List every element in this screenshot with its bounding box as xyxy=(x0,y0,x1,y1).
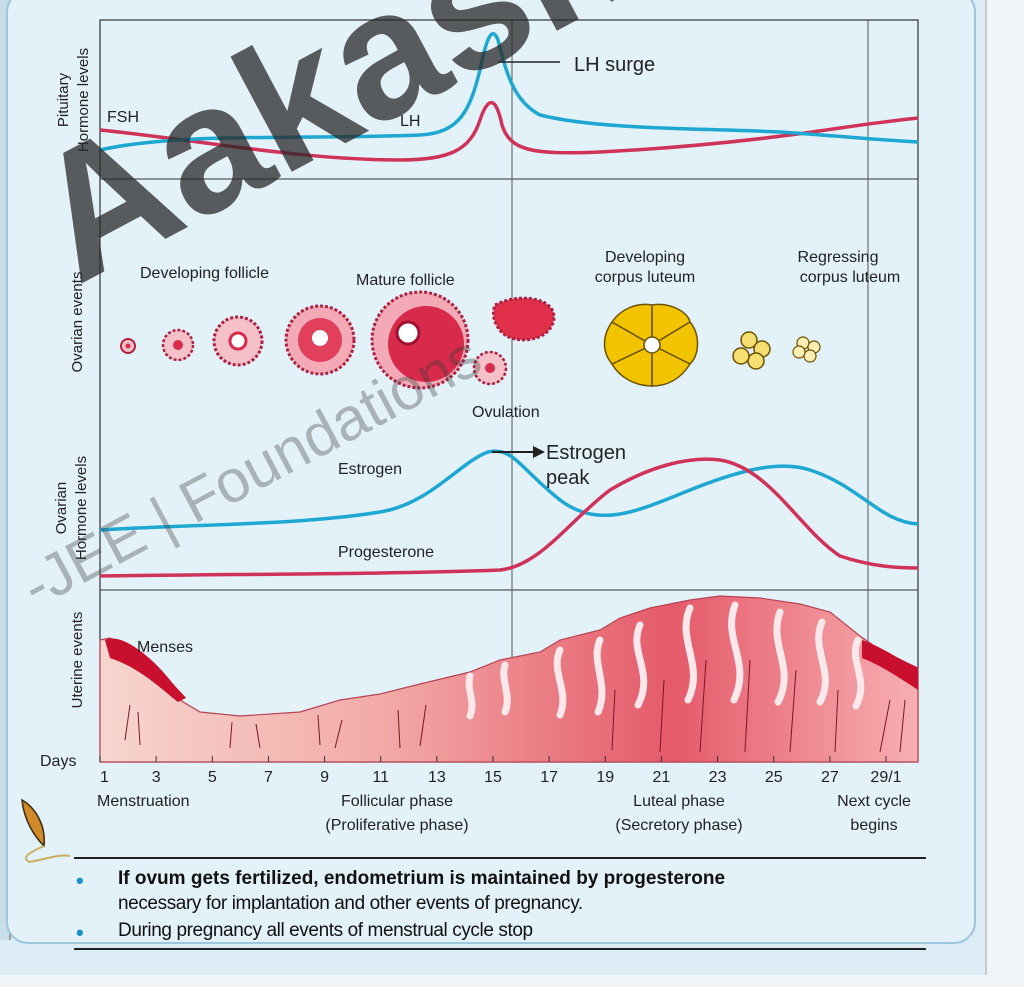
day-tick-marks xyxy=(99,756,887,762)
notes-rule-bottom xyxy=(74,948,926,950)
note-1-line-2: necessary for implantation and other eve… xyxy=(118,893,583,914)
follicle-stage-3 xyxy=(212,315,264,367)
progesterone-label: Progesterone xyxy=(338,544,434,561)
progesterone-curve xyxy=(99,457,919,578)
note-1-line-1: If ovum gets fertilized, endometrium is … xyxy=(118,868,726,889)
feather-pen-icon xyxy=(21,798,71,864)
day-label-1: 1 xyxy=(100,769,109,786)
axis-ovarian-events: Ovarian events xyxy=(69,272,86,373)
next-menses-blood xyxy=(862,640,918,690)
blood-vessels xyxy=(124,659,906,753)
endometrial-glands xyxy=(465,601,865,720)
day-label-5: 5 xyxy=(208,769,217,786)
ruptured-follicle xyxy=(491,296,556,342)
axis-ovarian-hormones-line1: Ovarian xyxy=(53,482,70,535)
bullet-1: • xyxy=(76,868,84,893)
menses-blood xyxy=(105,638,186,702)
corpus-luteum-reg-label-2: corpus luteum xyxy=(800,269,901,286)
follicle-stage-4 xyxy=(284,304,356,376)
day-label-17: 17 xyxy=(540,769,558,786)
axis-uterine-events: Uterine events xyxy=(69,612,86,709)
lh-label: LH xyxy=(400,113,420,130)
phase-next-2: begins xyxy=(850,817,897,834)
note-2: During pregnancy all events of menstrual… xyxy=(118,920,533,941)
follicle-mature xyxy=(370,290,470,390)
follicle-stage-1 xyxy=(120,338,136,354)
axis-pituitary-line1: Pituitary xyxy=(55,72,72,127)
estrogen-peak-label-2: peak xyxy=(546,467,590,489)
day-tick-labels: 1 3 5 7 9 11 13 15 17 19 21 23 25 27 29/1 xyxy=(100,769,902,786)
day-label-13: 13 xyxy=(428,769,446,786)
estrogen-peak-arrowhead xyxy=(533,446,545,458)
corpus-luteum-developing xyxy=(603,303,699,387)
phase-menstruation: Menstruation xyxy=(97,793,190,810)
phase-follicular-2: (Proliferative phase) xyxy=(325,817,468,834)
axis-ovarian-hormones-line2: Hormone levels xyxy=(73,456,90,560)
fsh-curve xyxy=(99,100,919,162)
axis-pituitary-line2: Hormone levels xyxy=(75,48,92,152)
follicle-stage-2 xyxy=(161,328,195,362)
day-label-7: 7 xyxy=(264,769,273,786)
menses-label: Menses xyxy=(137,639,193,656)
corpus-luteum-small xyxy=(732,331,771,370)
estrogen-curve xyxy=(99,449,919,532)
corpus-luteum-dev-label-1: Developing xyxy=(605,249,685,266)
phase-follicular-1: Follicular phase xyxy=(341,793,453,810)
corpus-luteum-reg-label-1: Regressing xyxy=(798,249,879,266)
phase-luteal-1: Luteal phase xyxy=(633,793,725,810)
released-ovum xyxy=(472,350,508,386)
day-label-11: 11 xyxy=(372,769,389,786)
phase-luteal-2: (Secretory phase) xyxy=(615,817,742,834)
mature-follicle-label: Mature follicle xyxy=(356,272,455,289)
phase-next-1: Next cycle xyxy=(837,793,911,810)
day-label-19: 19 xyxy=(596,769,614,786)
day-label-21: 21 xyxy=(653,769,671,786)
lh-curve xyxy=(99,32,919,152)
day-label-29-1: 29/1 xyxy=(870,769,901,786)
day-label-15: 15 xyxy=(484,769,502,786)
estrogen-label: Estrogen xyxy=(338,461,402,478)
estrogen-peak-label-1: Estrogen xyxy=(546,442,626,464)
day-label-25: 25 xyxy=(765,769,783,786)
corpus-luteum-dev-label-2: corpus luteum xyxy=(595,269,696,286)
lh-surge-label: LH surge xyxy=(574,54,655,76)
day-label-23: 23 xyxy=(709,769,727,786)
corpus-luteum-regressing xyxy=(792,336,821,363)
day-label-27: 27 xyxy=(821,769,839,786)
day-label-3: 3 xyxy=(152,769,161,786)
bullet-2: • xyxy=(76,920,84,945)
developing-follicle-label: Developing follicle xyxy=(140,265,269,282)
fsh-label: FSH xyxy=(107,109,139,126)
day-label-9: 9 xyxy=(320,769,329,786)
notes-rule-top xyxy=(74,857,926,859)
ovulation-label: Ovulation xyxy=(472,404,540,421)
axis-days: Days xyxy=(40,753,76,770)
